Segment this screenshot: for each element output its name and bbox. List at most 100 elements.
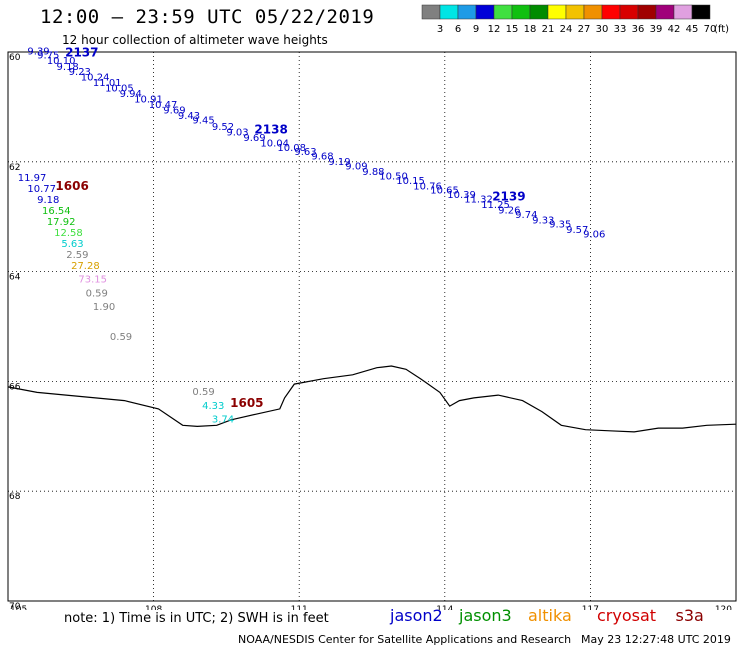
- footer-credit: NOAA/NESDIS Center for Satellite Applica…: [238, 633, 572, 646]
- wave-height-label: 10.65: [430, 186, 459, 197]
- wave-height-label: 10.47: [149, 100, 178, 111]
- longitude-tick-label: 105: [10, 605, 27, 610]
- wave-height-label: 9.06: [583, 230, 605, 241]
- legend-tick-label: 27: [578, 24, 591, 35]
- map-plot: 105 108 111 114 117 1206062646668709.399.7510…: [7, 46, 737, 610]
- wave-height-label: 4.33: [202, 401, 224, 412]
- wave-height-label: 9.75: [37, 51, 59, 62]
- pass-2137: 9.399.7510.109.189.2310.2411.0110.059.94…: [27, 46, 214, 127]
- wave-height-label: 9.09: [345, 161, 367, 172]
- legend-tick-label: 18: [524, 24, 537, 35]
- wave-height-label: 11.01: [93, 78, 122, 89]
- wave-height-label: 9.39: [27, 47, 49, 58]
- latitude-tick-label: 60: [9, 53, 21, 63]
- legend-tick-label: 33: [614, 24, 627, 35]
- legend-tick-label: 36: [632, 24, 645, 35]
- pass-id-label: 2137: [65, 46, 98, 60]
- wave-height-label: 12.58: [54, 228, 83, 239]
- wave-height-label: 9.45: [192, 115, 214, 126]
- wave-height-label: 9.63: [294, 147, 316, 158]
- legend-swatch: [691, 4, 711, 20]
- pass-id-label: 1605: [230, 396, 263, 410]
- mission-name: jason2: [390, 606, 443, 625]
- latitude-tick-label: 70: [9, 602, 21, 610]
- wave-height-label: 17.92: [47, 217, 76, 228]
- footer-note: note: 1) Time is in UTC; 2) SWH is in fe…: [64, 611, 329, 626]
- wave-height-label: 9.69: [163, 105, 185, 116]
- wave-height-label: 3.74: [212, 415, 234, 426]
- legend-tick-label: 6: [455, 24, 461, 35]
- wave-height-label: 9.52: [212, 122, 234, 133]
- wave-height-label: 9.68: [311, 152, 333, 163]
- wave-height-label: 9.57: [566, 225, 588, 236]
- footer-timestamp: May 23 12:27:48 UTC 2019: [581, 633, 731, 646]
- mission-name: cryosat: [597, 606, 657, 625]
- wave-height-label: 9.18: [57, 62, 79, 73]
- wave-height-label: 9.26: [498, 205, 520, 216]
- mission-name: s3a: [675, 606, 704, 625]
- map-frame: [7, 51, 737, 602]
- legend-tick-label: 45: [686, 24, 699, 35]
- legend-tick-label: 12: [488, 24, 501, 35]
- pass-2138: 9.529.039.6910.0410.089.639.689.199.099.…: [212, 122, 459, 197]
- wave-height-label: 9.18: [37, 195, 59, 206]
- legend-tick-label: 39: [650, 24, 663, 35]
- longitude-tick-label: 120: [715, 605, 732, 610]
- wave-height-label: 10.50: [379, 171, 408, 182]
- legend-tick-label: 42: [668, 24, 681, 35]
- latitude-tick-label: 62: [9, 163, 20, 173]
- legend-tick-label: 30: [596, 24, 609, 35]
- wave-height-label: 5.63: [61, 239, 83, 250]
- wave-height-label: 10.24: [81, 73, 110, 84]
- wave-height-label: 10.91: [134, 95, 163, 106]
- pass-1605: 0.59 4.33 3.74 1605: [192, 387, 263, 425]
- wave-height-label: 10.04: [260, 138, 289, 149]
- wave-height-label: 10.10: [47, 56, 76, 67]
- latitude-tick-label: 64: [9, 273, 21, 283]
- longitude-tick-label: 114: [436, 605, 453, 610]
- wave-height-label: 2.59: [66, 250, 88, 261]
- latitude-tick-label: 68: [9, 492, 21, 502]
- wave-height-label: 73.15: [78, 275, 107, 286]
- map-subtitle: 12 hour collection of altimeter wave hei…: [62, 33, 328, 47]
- wave-height-label: 9.88: [362, 167, 384, 178]
- wave-height-label: 10.15: [396, 176, 425, 187]
- legend-tick-label: 3: [437, 24, 443, 35]
- legend-tick-label: 21: [542, 24, 555, 35]
- wave-height-label: 10.76: [413, 181, 442, 192]
- wave-height-label: 0.59: [110, 332, 132, 343]
- map-title: 12:00 — 23:59 UTC 05/22/2019: [40, 6, 375, 28]
- wave-height-label: 9.69: [243, 133, 265, 144]
- pass-1606: 11.9710.779.1816.5417.9212.585.632.5927.…: [18, 173, 132, 343]
- mission-name: altika: [528, 606, 572, 625]
- latitude-tick-label: 66: [9, 382, 21, 392]
- legend-tick-label: 70: [704, 24, 717, 35]
- wave-height-label: 0.59: [192, 387, 214, 398]
- wave-height-label: 11.97: [18, 173, 47, 184]
- wave-height-label: 9.43: [178, 111, 200, 122]
- mission-name: jason3: [459, 606, 512, 625]
- legend-tick-label: 15: [506, 24, 519, 35]
- wave-height-label: 9.33: [532, 215, 554, 226]
- color-legend: 3 6 9 12 15 18 21 24 27 30 33 36 39 42 45 70(ft): [421, 4, 729, 35]
- wave-height-label: 9.19: [328, 157, 350, 168]
- wave-height-label: 9.74: [515, 210, 537, 221]
- wave-height-label: 11.25: [481, 200, 510, 211]
- wave-height-label: 9.94: [120, 89, 142, 100]
- wave-height-label: 1.90: [93, 302, 115, 313]
- pass-id-label: 2139: [492, 189, 525, 203]
- wave-height-label: 10.05: [105, 84, 134, 95]
- wave-height-label: 27.28: [71, 261, 100, 272]
- wave-height-label: 10.77: [27, 184, 56, 195]
- longitude-tick-label: 111: [291, 605, 308, 610]
- wave-height-label: 16.54: [42, 206, 71, 217]
- wave-height-label: 11.32: [464, 194, 493, 205]
- legend-tick-label: 9: [473, 24, 479, 35]
- pass-id-label: 2138: [254, 122, 287, 136]
- wave-height-label: 9.35: [549, 220, 571, 231]
- longitude-tick-label: 108: [145, 605, 162, 610]
- longitude-tick-label: 117: [582, 605, 599, 610]
- wave-height-label: 9.03: [226, 127, 248, 138]
